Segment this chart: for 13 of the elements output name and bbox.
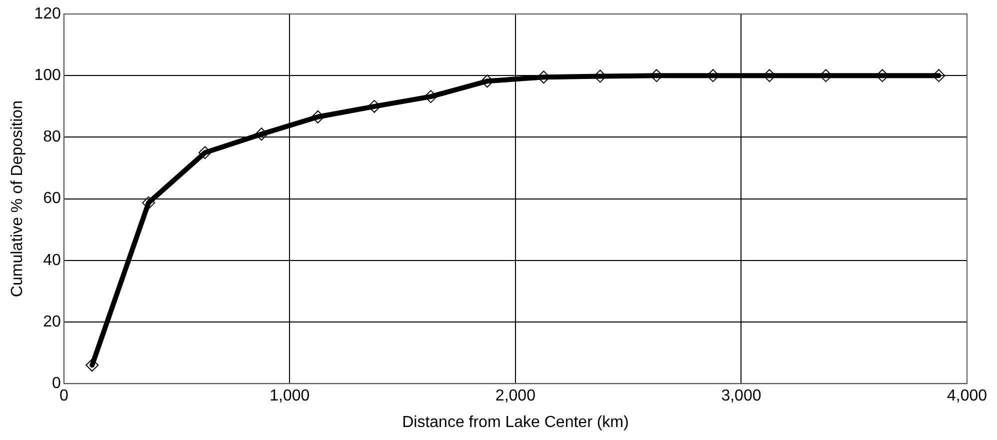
y-tick-label: 120 — [34, 5, 61, 22]
x-tick-label: 1,000 — [270, 388, 310, 405]
y-tick-label: 0 — [52, 375, 61, 392]
y-tick-label: 60 — [43, 190, 61, 208]
y-tick-label: 40 — [43, 252, 61, 269]
x-tick-label: 4,000 — [946, 388, 988, 405]
x-axis-title: Distance from Lake Center (km) — [402, 414, 629, 431]
y-axis-title: Cumulative % of Deposition — [9, 100, 26, 298]
y-tick-label: 100 — [34, 67, 61, 84]
y-tick-label: 20 — [43, 313, 61, 330]
y-tick-label: 80 — [43, 128, 61, 146]
x-tick-label: 3,000 — [721, 388, 762, 405]
x-tick-label: 2,000 — [495, 388, 536, 405]
